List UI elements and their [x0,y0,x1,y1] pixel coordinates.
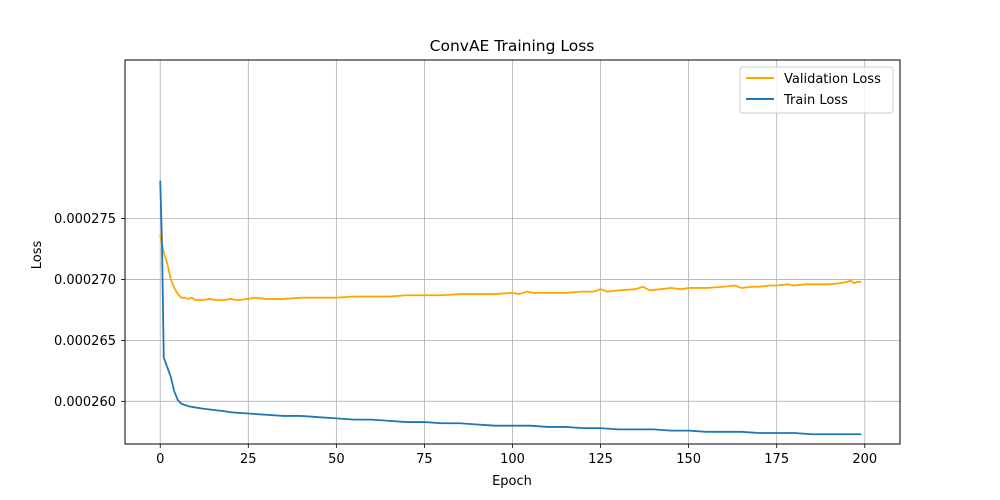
y-tick-label: 0.000260 [54,395,116,410]
x-tick-label: 125 [588,452,613,467]
x-tick-label: 175 [764,452,789,467]
chart-title: ConvAE Training Loss [430,37,595,55]
x-tick-label: 75 [416,452,433,467]
legend: Validation Loss Train Loss [739,66,894,114]
series-lines [159,180,862,436]
legend-box [739,66,894,114]
series-line-train-loss [159,180,862,436]
y-tick-label: 0.000275 [54,212,116,227]
axis-ticks: 0 25 50 75 100 125 150 175 200 0.000260 0.000265 0.… [54,212,877,467]
x-tick-label: 150 [676,452,701,467]
x-tick-label: 50 [328,452,345,467]
y-tick-label: 0.000270 [54,273,116,288]
grid-lines [125,60,900,444]
legend-label-train-loss: Train Loss [783,93,848,108]
x-axis-label: Epoch [492,474,532,489]
y-tick-label: 0.000265 [54,334,116,349]
series-line-validation-loss [159,234,862,302]
x-tick-label: 25 [240,452,257,467]
x-tick-label: 200 [852,452,877,467]
x-tick-label: 100 [500,452,525,467]
x-tick-label: 0 [156,452,164,467]
y-axis-label: Loss [30,241,45,270]
legend-label-validation-loss: Validation Loss [784,72,881,87]
